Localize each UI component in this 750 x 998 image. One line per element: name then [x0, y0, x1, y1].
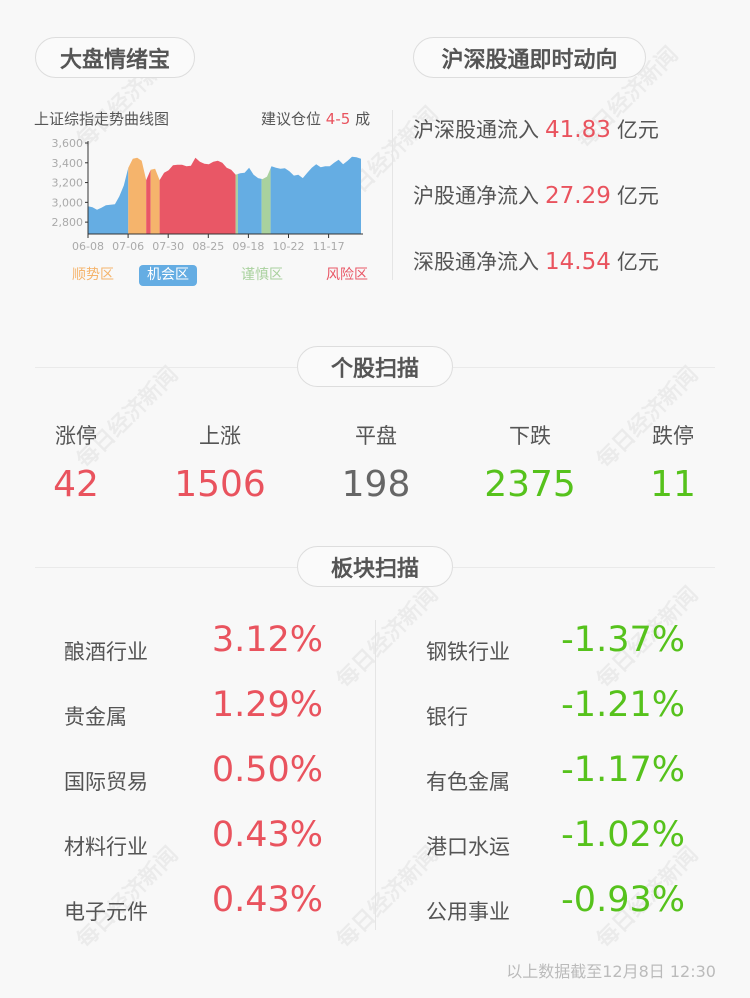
- flow-value: 41.83: [545, 117, 611, 143]
- zone-area: [159, 157, 236, 234]
- sector-name: 港口水运: [426, 835, 510, 859]
- divider: [375, 620, 376, 930]
- stock-stat: 跌停 11: [603, 420, 743, 505]
- stat-value: 198: [341, 464, 411, 505]
- y-tick-label: 3,600: [52, 137, 84, 150]
- sector-name: 酿酒行业: [64, 640, 148, 664]
- northbound-row: 沪股通净流入 27.29 亿元: [413, 180, 659, 210]
- stocks-title: 个股扫描: [297, 346, 453, 387]
- divider: [453, 567, 715, 568]
- x-tick-label: 09-18: [232, 240, 264, 253]
- position-advice: 建议仓位 4-5 成: [261, 108, 370, 129]
- data-timestamp: 以上数据截至12月8日 12:30: [506, 962, 716, 981]
- x-tick-label: 07-30: [152, 240, 184, 253]
- sector-change: 3.12%: [211, 620, 323, 660]
- index-chart: 3,600 3,400 3,200 3,000 2,800 06-08 07-06 07-30…: [52, 137, 363, 253]
- sector-change: 1.29%: [211, 685, 323, 725]
- sector-name: 银行: [426, 705, 468, 729]
- stat-value: 2375: [484, 464, 576, 505]
- x-tick-label: 11-17: [313, 240, 345, 253]
- sector-change: -1.37%: [561, 620, 685, 660]
- stock-stat: 涨停 42: [6, 420, 146, 505]
- legend-item[interactable]: 风险区: [326, 267, 368, 283]
- flow-unit: 亿元: [616, 250, 659, 274]
- zone-area: [150, 168, 160, 234]
- sector-name: 公用事业: [426, 900, 510, 924]
- y-tick-label: 3,200: [52, 177, 84, 190]
- advice-prefix: 建议仓位: [261, 110, 322, 128]
- northbound-row: 深股通净流入 14.54 亿元: [413, 246, 659, 276]
- sector-name: 国际贸易: [64, 770, 148, 794]
- sentiment-title: 大盘情绪宝: [35, 37, 195, 78]
- flow-label: 沪股通净流入: [413, 184, 539, 208]
- stock-stat: 下跌 2375: [460, 420, 600, 505]
- divider: [453, 367, 715, 368]
- legend-item[interactable]: 顺势区: [72, 267, 114, 283]
- advice-suffix: 成: [355, 110, 371, 128]
- flow-label: 深股通净流入: [413, 250, 539, 274]
- sector-change: -1.17%: [561, 750, 685, 790]
- zone-area: [88, 167, 129, 234]
- northbound-row: 沪深股通流入 41.83 亿元: [413, 114, 659, 144]
- sector-change: -1.21%: [561, 685, 685, 725]
- stat-label: 涨停: [55, 424, 97, 448]
- sector-change: 0.43%: [211, 880, 323, 920]
- stat-value: 42: [53, 464, 99, 505]
- chart-label: 上证综指走势曲线图: [34, 110, 170, 128]
- zone-area: [235, 173, 238, 234]
- flow-unit: 亿元: [616, 118, 659, 142]
- stock-stat: 上涨 1506: [150, 420, 290, 505]
- y-tick-label: 2,800: [52, 216, 84, 229]
- x-tick-label: 07-06: [112, 240, 144, 253]
- stat-label: 下跌: [509, 424, 551, 448]
- stat-label: 上涨: [199, 424, 241, 448]
- sector-name: 电子元件: [64, 900, 148, 924]
- stat-label: 平盘: [355, 424, 397, 448]
- x-tick-label: 10-22: [273, 240, 305, 253]
- sector-name: 贵金属: [64, 705, 127, 729]
- x-tick-label: 06-08: [72, 240, 104, 253]
- sector-name: 材料行业: [64, 835, 148, 859]
- sector-change: 0.50%: [211, 750, 323, 790]
- stock-stat: 平盘 198: [306, 420, 446, 505]
- legend-item[interactable]: 谨慎区: [241, 267, 283, 283]
- stat-value: 1506: [174, 464, 266, 505]
- flow-unit: 亿元: [616, 184, 659, 208]
- flow-value: 27.29: [545, 183, 611, 209]
- zone-area: [261, 168, 271, 234]
- flow-value: 14.54: [545, 249, 611, 275]
- zone-area: [128, 157, 147, 234]
- sector-change: -1.02%: [561, 815, 685, 855]
- divider: [392, 110, 393, 280]
- advice-value: 4-5: [325, 110, 351, 128]
- sectors-title: 板块扫描: [297, 546, 453, 587]
- sector-name: 钢铁行业: [426, 640, 510, 664]
- y-tick-label: 3,400: [52, 157, 84, 170]
- sector-name: 有色金属: [426, 770, 510, 794]
- y-tick-label: 3,000: [52, 196, 84, 209]
- divider: [35, 567, 297, 568]
- stat-value: 11: [650, 464, 696, 505]
- divider: [35, 367, 297, 368]
- stat-label: 跌停: [652, 424, 694, 448]
- sector-change: 0.43%: [211, 815, 323, 855]
- zone-area: [146, 169, 151, 234]
- northbound-title: 沪深股通即时动向: [413, 37, 646, 78]
- zone-area: [237, 167, 262, 234]
- flow-label: 沪深股通流入: [413, 118, 539, 142]
- zone-area: [270, 156, 361, 234]
- x-tick-label: 08-25: [192, 240, 224, 253]
- legend-item[interactable]: 机会区: [139, 265, 197, 286]
- sector-change: -0.93%: [561, 880, 685, 920]
